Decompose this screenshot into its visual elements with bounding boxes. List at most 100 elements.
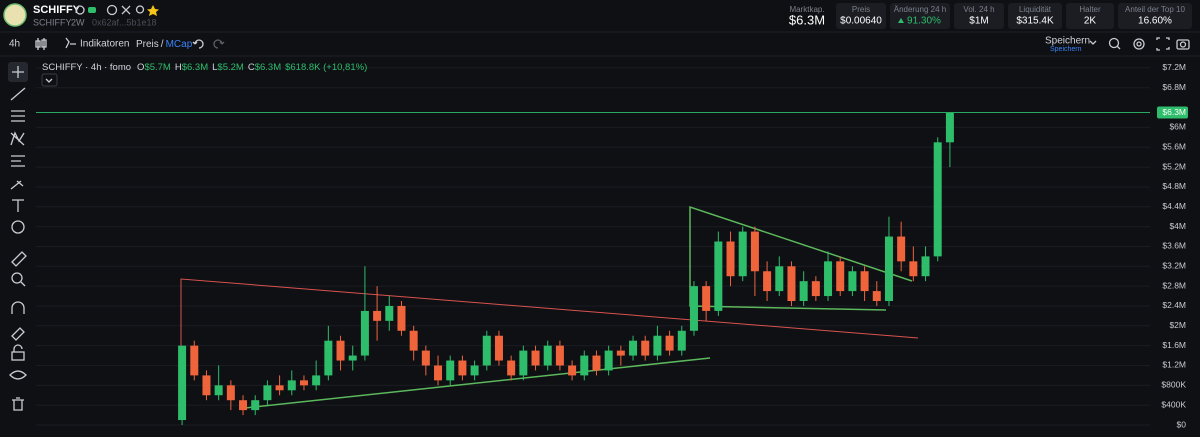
candle-body [312,375,321,386]
candle-body [592,355,601,371]
candle-body [604,350,613,371]
interval-button[interactable]: 4h [9,39,20,50]
grid [36,67,1150,426]
candle-body [178,345,187,421]
stat-value: $0.00640 [840,16,882,27]
token-name: SCHIFFY [33,4,81,16]
save-status: Speichern [1050,46,1082,53]
stat-box [954,3,1004,29]
stat-value: 91.30% [907,16,941,27]
y-tick-label: $800K [1161,380,1186,390]
stat-box [1118,3,1192,29]
last-price-box [1157,106,1188,119]
candle-body [811,281,820,297]
stat-value: 2K [1084,16,1097,27]
candle-body [531,350,540,366]
stat-value: $315.4K [1016,16,1054,27]
stats-bar: Marktkap.$6.3M Preis $0.00640 Änderung 24 h… [789,3,1192,29]
undo-button[interactable] [192,39,204,49]
drawing-tools[interactable] [8,62,28,411]
y-tick-label: $1.2M [1162,360,1186,370]
candle-body [336,340,345,361]
indicators-icon [65,37,76,49]
candle-body [945,112,954,143]
candle-body [446,360,455,381]
price-option[interactable]: Preis [136,39,159,50]
y-tick-label: $5.2M [1162,161,1186,171]
indicators-button[interactable]: Indikatoren [80,39,129,50]
token-address[interactable]: 0x62af...5b1e18 [92,17,157,27]
candle-body [763,271,772,292]
candle-body [519,350,528,376]
legend-c-label: C [248,62,255,73]
candle-body [787,266,796,302]
candle-body [409,330,418,351]
y-tick-label: $3.6M [1162,241,1186,251]
candle-body [726,241,735,277]
stat-value: $1M [969,16,988,27]
save-button[interactable]: Speichern [1045,36,1090,47]
mcap-option[interactable]: MCap [166,39,193,50]
candle-body [324,340,333,376]
legend-o-label: O [137,62,144,73]
candle-body [921,256,930,277]
legend-close: $6.3M [255,62,281,73]
y-tick-label: $1.6M [1162,340,1186,350]
save-dropdown[interactable] [1089,40,1097,45]
toolbar-right-icons[interactable] [1108,37,1190,51]
y-tick-label: $6M [1169,122,1186,132]
candle-body [555,345,564,366]
candle-body [470,365,479,376]
stat-box [836,3,886,29]
y-tick-label: $2.4M [1162,300,1186,310]
stat-box [1008,3,1062,29]
candle-body [421,350,430,366]
candle-body [909,261,918,277]
stat-label: Änderung 24 h [894,5,947,14]
candle-body [239,400,248,411]
stat-label: Preis [852,5,870,14]
y-tick-label: $4M [1169,221,1186,231]
pennant-lines [689,205,913,311]
candle-body [434,365,443,381]
candle-body [397,305,406,331]
redo-button[interactable] [213,39,225,49]
y-tick-label: $7.2M [1162,62,1186,72]
stat-label: Halter [1079,5,1101,14]
candle-body [580,355,589,376]
legend-toggle[interactable] [41,73,58,87]
legend-change: $618.8K (+10,81%) [285,62,367,73]
chart-type-button[interactable] [35,38,47,50]
token-logo [3,3,27,27]
candle-body [629,340,638,356]
y-tick-label: $400K [1161,399,1186,409]
candle-body [750,231,759,272]
y-tick-label: $4.8M [1162,181,1186,191]
candle-body [653,335,662,356]
candles [178,112,954,425]
stat-box [1066,3,1114,29]
candle-body [214,385,223,396]
legend-high: $6.3M [182,62,208,73]
candle-body [385,305,394,321]
candle-body [641,340,650,356]
stat-value: $6.3M [789,12,825,27]
y-tick-label: $2.8M [1162,280,1186,290]
candle-body [507,360,516,376]
legend-low: $5.2M [217,62,243,73]
price-mcap-toggle[interactable]: Preis / MCap [136,39,193,50]
candle-body [190,345,199,376]
candle-body [775,266,784,292]
candle-body [872,291,881,302]
candle-body [665,335,674,351]
stat-label: Marktkap. [789,5,824,14]
stat-label: Anteil der Top 10 [1125,5,1185,14]
stat-label: Vol. 24 h [963,5,994,14]
token-links[interactable] [75,4,159,16]
candle-body [287,380,296,391]
stat-label: Liquidität [1019,5,1052,14]
candle-body [348,355,357,361]
candle-body [677,330,686,351]
